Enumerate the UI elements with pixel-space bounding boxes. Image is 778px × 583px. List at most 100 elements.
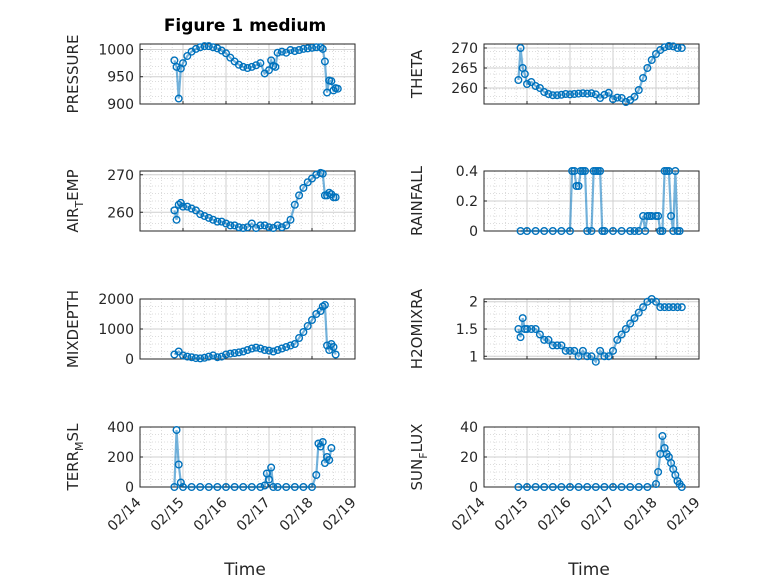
data-point: [174, 347, 183, 356]
data-point: [535, 83, 544, 92]
series-trace: [520, 169, 680, 233]
data-point: [621, 97, 630, 106]
y-tick-label: 0: [125, 480, 134, 496]
data-point: [643, 63, 652, 72]
y-tick-label: 270: [107, 168, 134, 184]
data-point: [247, 219, 256, 228]
y-tick-label: 260: [107, 205, 134, 221]
data-point: [204, 213, 213, 222]
subplot-theta: 270 265 260 THETA: [408, 41, 700, 106]
data-point: [634, 85, 643, 94]
data-point: [299, 183, 308, 192]
data-point: [604, 88, 613, 97]
data-point: [234, 60, 243, 69]
x-tick-label: 02/16: [535, 495, 575, 535]
data-point: [295, 334, 304, 343]
data-point: [621, 325, 630, 334]
data-point: [647, 56, 656, 65]
data-point: [652, 297, 661, 306]
subplot-pressure: 1000 950 900 PRESSURE: [64, 35, 356, 114]
y-axis-label: H2OMIXRA: [408, 288, 426, 369]
data-point: [303, 322, 312, 331]
y-axis-label: TERRMSL: [64, 423, 86, 492]
data-point: [308, 316, 317, 325]
subplot-h2omixra: 2 1.5 1 H2OMIXRA: [408, 288, 700, 369]
data-point: [652, 50, 661, 59]
x-tick-label: 02/18: [277, 495, 317, 535]
x-tick-label: 02/16: [191, 495, 231, 535]
data-point: [282, 221, 291, 230]
data-point: [639, 303, 648, 312]
xlabel-left: Time: [223, 560, 266, 580]
data-point: [591, 357, 600, 366]
x-tick-label: 02/19: [664, 495, 704, 535]
series-trace: [173, 429, 333, 489]
data-point: [273, 221, 282, 230]
data-point: [183, 52, 192, 61]
y-tick-label: 2000: [98, 292, 134, 308]
y-tick-label: 0: [469, 480, 478, 496]
y-tick-label: 1: [469, 349, 478, 365]
y-axis-label: MIXDEPTH: [64, 290, 82, 368]
data-point: [600, 90, 609, 99]
data-point: [191, 44, 200, 53]
data-point: [609, 95, 618, 104]
data-point: [299, 328, 308, 337]
figure-title: Figure 1 medium: [164, 16, 326, 36]
data-point: [630, 314, 639, 323]
x-tick-label: 02/15: [492, 495, 532, 535]
series-trace: [517, 44, 682, 104]
data-point: [277, 223, 286, 232]
y-tick-label: 260: [451, 81, 478, 97]
y-tick-label: 1.5: [456, 322, 478, 338]
subplot-terr-msl: 400 200 002/14 02/15 02/16 02/17 02/18 02/19 TER…: [64, 420, 360, 535]
subplot-air-temp: 270 260 AIRTEMP: [64, 168, 356, 233]
y-tick-label: 1000: [98, 322, 134, 338]
y-axis-label: RAINFALL: [408, 165, 426, 236]
y-axis-label: PRESSURE: [64, 35, 82, 114]
data-point: [256, 59, 265, 68]
data-point: [677, 483, 686, 492]
y-tick-label: 200: [107, 450, 134, 466]
y-tick-label: 900: [107, 97, 134, 113]
data-point: [613, 335, 622, 344]
data-point: [634, 308, 643, 317]
data-point: [578, 346, 587, 355]
data-point: [316, 307, 325, 316]
y-tick-label: 20: [460, 450, 478, 466]
series-trace: [173, 171, 336, 230]
y-axis-label: THETA: [408, 49, 426, 99]
series-trace: [173, 302, 337, 360]
data-point: [187, 204, 196, 213]
y-axis-label: SUNFLUX: [408, 424, 430, 491]
data-point: [295, 191, 304, 200]
series-trace: [518, 435, 683, 489]
y-axis-label: AIRTEMP: [64, 169, 86, 232]
x-tick-label: 02/15: [148, 495, 188, 535]
data-point: [527, 77, 536, 86]
data-point: [574, 352, 583, 361]
data-point: [630, 92, 639, 101]
y-tick-label: 400: [107, 420, 134, 436]
data-point: [531, 81, 540, 90]
x-tick-label: 02/14: [449, 495, 489, 535]
data-point: [209, 215, 218, 224]
y-tick-label: 1000: [98, 42, 134, 58]
x-tick-label: 02/14: [105, 495, 145, 535]
y-tick-label: 0: [125, 352, 134, 368]
x-tick-label: 02/17: [578, 495, 618, 535]
y-tick-label: 265: [451, 61, 478, 77]
data-point: [252, 61, 261, 70]
data-point: [535, 330, 544, 339]
y-tick-label: 0.2: [456, 194, 478, 210]
series-trace: [173, 45, 339, 99]
subplot-rainfall: 0.4 0.2 0 RAINFALL: [408, 164, 700, 240]
y-tick-label: 2: [469, 295, 478, 311]
axes-box: [139, 43, 356, 105]
subplot-sun-flux: 40 20 002/14 02/15 02/16 02/17 02/18 02/19 SUNFL…: [408, 420, 704, 535]
x-tick-label: 02/19: [320, 495, 360, 535]
xlabel-right: Time: [567, 560, 610, 580]
y-tick-label: 40: [460, 420, 478, 436]
